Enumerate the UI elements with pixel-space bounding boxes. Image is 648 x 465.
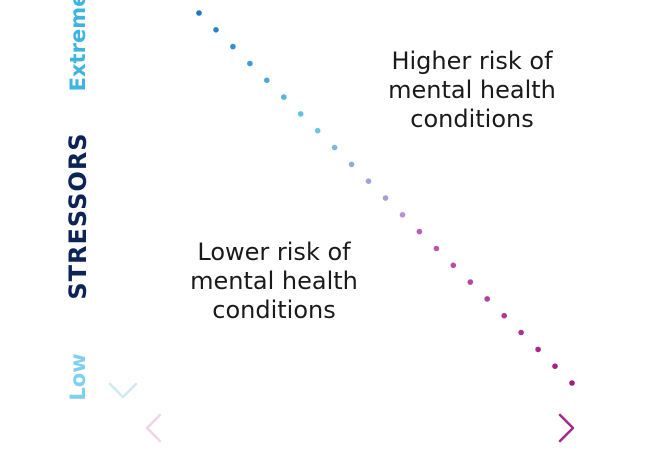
boundary-dot: [230, 43, 236, 50]
boundary-dot: [484, 296, 491, 302]
boundary-dot: [382, 195, 389, 201]
lower-risk-line-2: mental health: [190, 267, 358, 295]
boundary-dot: [213, 27, 219, 33]
boundary-dot: [569, 380, 575, 386]
boundary-dot: [399, 212, 406, 218]
higher-risk-line-1: Higher risk of: [391, 47, 553, 75]
axis-label-low: Low: [66, 353, 90, 401]
vertical-axis-arrowhead: [108, 382, 138, 399]
higher-risk-text: Higher risk of mental health conditions: [372, 47, 572, 134]
boundary-dot: [450, 262, 457, 269]
lower-risk-text: Lower risk of mental health conditions: [174, 238, 374, 325]
axis-title-stressors: STRESSORS: [64, 132, 92, 300]
boundary-dot: [247, 60, 253, 67]
boundary-dot: [331, 144, 338, 151]
boundary-dot: [348, 161, 355, 168]
boundary-dot: [433, 245, 440, 252]
boundary-dot: [518, 329, 524, 336]
horizontal-axis-left-arrowhead: [145, 413, 162, 443]
boundary-dot: [297, 111, 304, 117]
higher-risk-line-3: conditions: [410, 105, 534, 133]
horizontal-axis-right-arrowhead: [558, 413, 575, 443]
boundary-dot: [552, 363, 558, 370]
higher-risk-line-2: mental health: [388, 76, 556, 104]
boundary-dot: [535, 346, 541, 353]
lower-risk-line-3: conditions: [212, 296, 336, 324]
risk-boundary-dots: [196, 10, 575, 386]
boundary-dot: [467, 279, 474, 285]
boundary-dot: [416, 228, 423, 235]
boundary-dot: [501, 312, 508, 319]
boundary-dot: [264, 77, 270, 84]
boundary-dot: [365, 178, 372, 184]
lower-risk-line-1: Lower risk of: [197, 238, 351, 266]
axis-label-extreme: Extreme: [66, 0, 90, 92]
boundary-dot: [314, 127, 321, 134]
boundary-dot: [196, 10, 202, 16]
boundary-dot: [281, 94, 287, 100]
